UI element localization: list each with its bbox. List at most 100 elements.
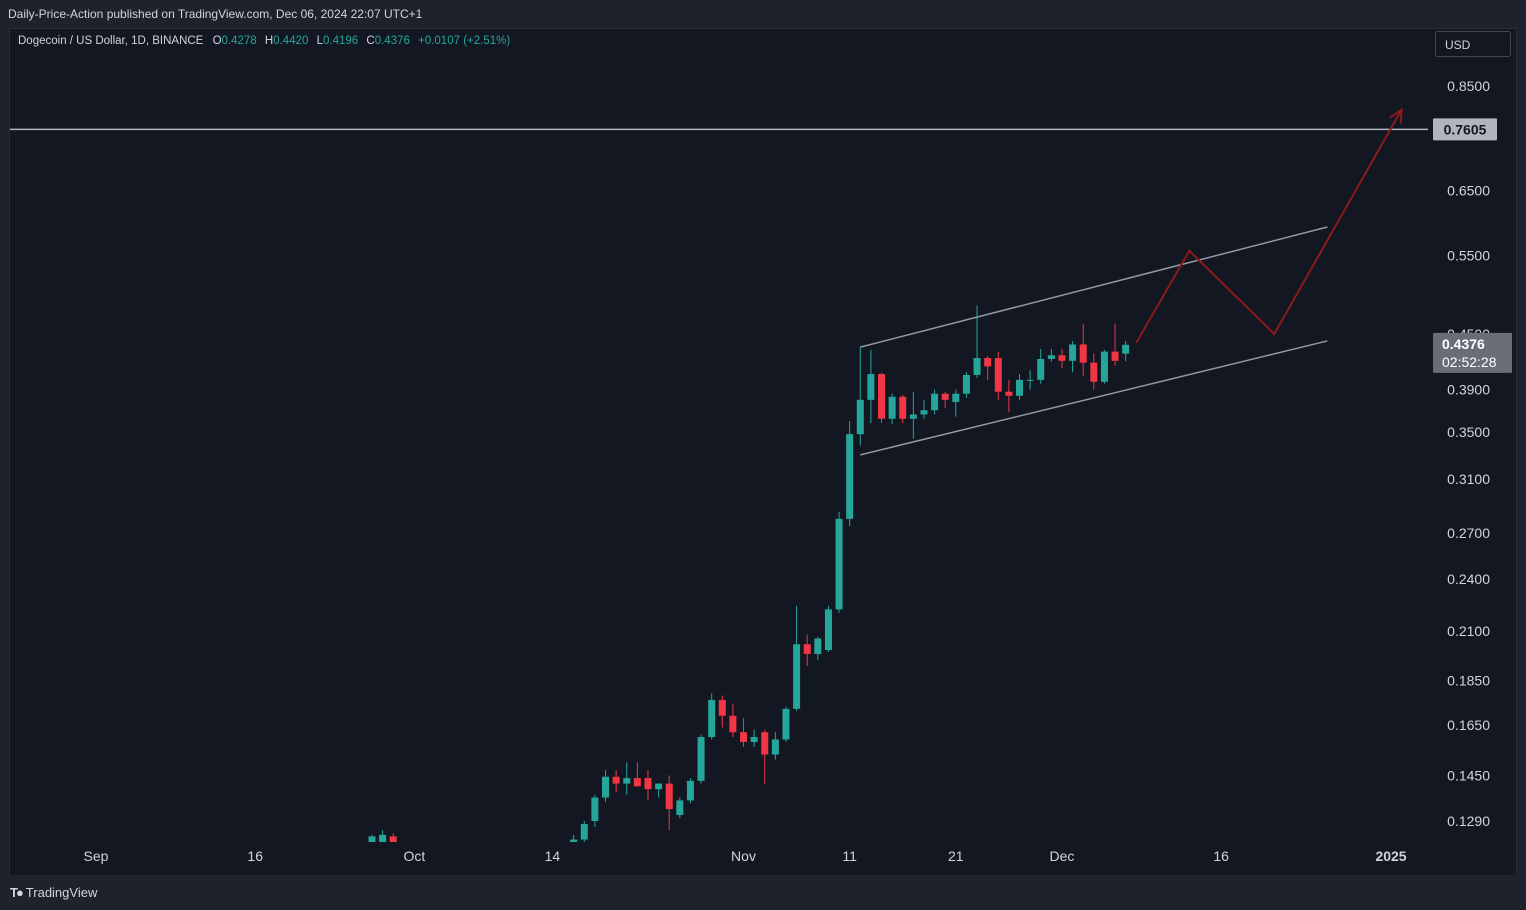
candle-body [1016,379,1024,396]
candle-body [389,836,397,842]
channel-upper-line [860,226,1328,348]
candle-body [1026,379,1034,381]
candle-body [1005,391,1013,396]
candle-body [1037,358,1045,380]
candle-body [867,374,875,400]
symbol-title[interactable]: Dogecoin / US Dollar, 1D, BINANCE [18,35,204,47]
candle-body [782,708,790,740]
y-tick-label: 0.3100 [1447,471,1490,487]
projection-path [1135,109,1403,344]
candle-body [824,609,832,651]
candle-body [676,800,684,816]
y-tick-label: 0.1650 [1447,717,1490,733]
y-tick-label: 0.1290 [1447,813,1490,829]
candle-body [1100,351,1108,382]
y-tick-label: 0.2400 [1447,571,1490,587]
candle-body [761,732,769,755]
candle-body [718,699,726,716]
candle-body [1047,355,1055,359]
y-tick-label: 0.6500 [1447,183,1490,199]
candle-body [771,739,779,755]
candle-body [697,737,705,781]
candle-body [1069,344,1077,361]
candle-body [686,780,694,801]
candle-body [368,836,376,842]
symbol-legend: Dogecoin / US Dollar, 1D, BINANCE O0.427… [18,35,511,47]
y-tick-label: 0.3500 [1447,424,1490,440]
x-tick-label: Oct [404,848,426,864]
low-value: 0.4196 [323,35,359,47]
candle-body [920,410,928,415]
x-tick-label: 21 [948,848,964,864]
candle-body [952,393,960,402]
high-value: 0.4420 [273,35,309,47]
y-tick-label: 0.2100 [1447,623,1490,639]
change-value: +0.0107 (+2.51%) [418,35,511,47]
candle-body [803,644,811,654]
candle-body [1079,344,1087,363]
candle-body [984,358,992,367]
candle-body [740,732,748,742]
candle-body [1090,362,1098,382]
publish-bar: Daily-Price-Action published on TradingV… [0,0,1526,28]
candle-body [973,358,981,376]
candle-body [835,518,843,610]
candle-body [814,638,822,654]
candle-body [580,824,588,840]
candle-body [591,797,599,821]
y-tick-label: 0.5500 [1447,248,1490,264]
last-price-label: 0.4376 [1442,336,1485,352]
x-tick-label: 11 [842,848,857,864]
candle-body [962,375,970,394]
x-tick-label: Dec [1050,848,1075,864]
candle-body [644,778,652,790]
tradingview-logo-icon: T● [10,885,24,900]
candle-body [846,434,854,519]
candle-body [602,776,610,798]
x-tick-label: 16 [247,848,263,864]
candle-body [665,783,673,810]
y-tick-label: 0.3900 [1447,382,1490,398]
candle-body [994,358,1002,392]
x-tick-label: Sep [84,848,109,864]
close-value: 0.4376 [374,35,410,47]
projection-arrowhead-icon [1389,107,1403,124]
countdown-label: 02:52:28 [1442,354,1497,370]
candle-body [899,396,907,419]
y-tick-label: 0.1450 [1447,767,1490,783]
candle-body [612,776,620,784]
y-tick-label: 0.2700 [1447,525,1490,541]
candle-body [708,699,716,738]
channel-lower-line [860,340,1328,456]
open-value: 0.4278 [221,35,257,47]
x-tick-label: 16 [1213,848,1229,864]
candle-body [623,778,631,784]
candle-body [909,414,917,419]
x-tick-label: 14 [545,848,561,864]
candle-body [888,396,896,419]
candle-body [1122,344,1130,354]
candle-body [1058,355,1066,361]
candle-body [878,374,886,419]
candle-body [750,737,758,742]
publish-info: Daily-Price-Action published on TradingV… [8,7,423,21]
x-tick-label: 2025 [1375,848,1406,864]
x-tick-label: Nov [731,848,756,864]
candle-body [856,399,864,435]
candle-body [633,778,641,787]
candle-body [1111,351,1119,361]
candle-body [793,644,801,709]
candle-body [729,715,737,733]
candle-body [379,834,387,842]
currency-button[interactable]: USD [1435,31,1511,57]
tradingview-logo[interactable]: T● TradingView [10,885,97,900]
last-price-tag [1433,332,1512,373]
footer-bar: T● TradingView [0,875,1526,910]
candle-body [570,839,578,842]
brand-name: TradingView [25,885,98,900]
candle-body [655,783,663,790]
y-tick-label: 0.8500 [1447,78,1490,94]
candle-body [941,393,949,400]
y-tick-label: 0.1850 [1447,672,1490,688]
